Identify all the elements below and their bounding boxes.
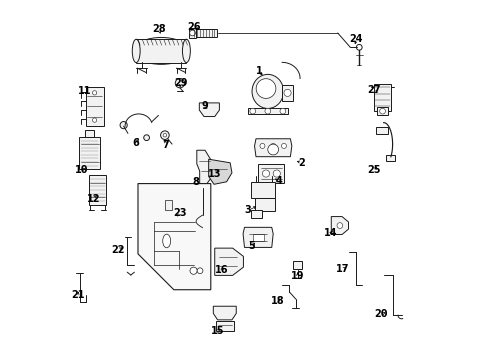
Ellipse shape [256, 79, 275, 98]
Polygon shape [215, 321, 233, 330]
Circle shape [284, 89, 290, 96]
Text: 8: 8 [192, 177, 199, 187]
Bar [386, 154, 394, 161]
Circle shape [336, 223, 342, 228]
Bar [376, 107, 387, 115]
Text: 27: 27 [366, 85, 380, 95]
Polygon shape [85, 87, 103, 126]
Text: 23: 23 [173, 208, 186, 218]
Circle shape [356, 44, 362, 50]
Text: 17: 17 [336, 264, 349, 274]
Text: 28: 28 [152, 24, 165, 35]
Bar [251, 211, 262, 219]
Circle shape [281, 143, 286, 148]
Circle shape [175, 78, 184, 88]
Text: 26: 26 [186, 22, 200, 32]
Bar [255, 198, 274, 211]
Polygon shape [214, 248, 243, 275]
Text: 21: 21 [71, 291, 84, 301]
Text: 29: 29 [174, 78, 187, 88]
Text: 3: 3 [244, 206, 251, 216]
Text: 25: 25 [367, 165, 380, 175]
Bar [79, 137, 100, 169]
Circle shape [267, 144, 278, 155]
Circle shape [143, 135, 149, 140]
Text: 24: 24 [349, 35, 363, 44]
Bar [88, 175, 106, 205]
Bar [136, 39, 186, 63]
Text: 12: 12 [87, 194, 101, 204]
Circle shape [270, 143, 275, 148]
Text: 15: 15 [210, 326, 224, 336]
Ellipse shape [132, 39, 140, 63]
Ellipse shape [133, 37, 189, 64]
Text: 20: 20 [374, 310, 387, 319]
Bar [282, 85, 292, 101]
Circle shape [264, 108, 270, 114]
Circle shape [260, 143, 264, 148]
Text: 10: 10 [75, 165, 88, 175]
Text: 4: 4 [275, 176, 282, 186]
Polygon shape [138, 184, 210, 290]
Circle shape [189, 30, 195, 36]
Text: 22: 22 [111, 245, 125, 255]
Text: 1: 1 [255, 66, 262, 76]
Circle shape [120, 122, 127, 129]
Bar [164, 200, 172, 211]
Circle shape [92, 91, 97, 95]
Text: 6: 6 [133, 139, 139, 148]
Polygon shape [199, 103, 219, 117]
Text: 7: 7 [162, 140, 169, 150]
Text: 9: 9 [201, 102, 208, 112]
Bar [252, 234, 263, 240]
Ellipse shape [251, 75, 283, 108]
Circle shape [379, 108, 385, 114]
Bar [193, 29, 216, 37]
Text: 13: 13 [208, 168, 222, 179]
Polygon shape [247, 108, 287, 114]
Bar [85, 130, 94, 137]
Polygon shape [243, 227, 273, 247]
Circle shape [280, 108, 285, 114]
Polygon shape [208, 159, 231, 184]
Text: 14: 14 [323, 228, 337, 238]
Bar [373, 84, 390, 111]
Text: 5: 5 [248, 241, 255, 251]
Circle shape [92, 118, 97, 122]
Polygon shape [196, 150, 212, 185]
Polygon shape [213, 306, 236, 320]
Bar [375, 127, 387, 134]
Text: 16: 16 [214, 265, 227, 275]
Bar [292, 261, 302, 270]
Circle shape [160, 131, 169, 139]
Bar [258, 164, 284, 183]
Bar [189, 28, 195, 38]
Circle shape [197, 268, 203, 274]
Polygon shape [254, 139, 291, 157]
Circle shape [163, 134, 166, 137]
Text: 11: 11 [78, 86, 91, 96]
Polygon shape [330, 217, 348, 234]
Text: 18: 18 [270, 296, 284, 306]
Circle shape [262, 170, 269, 177]
Text: 19: 19 [290, 271, 304, 281]
Text: 2: 2 [298, 158, 305, 168]
Circle shape [190, 267, 197, 274]
Circle shape [273, 170, 280, 177]
Bar [251, 182, 274, 198]
Ellipse shape [182, 39, 190, 63]
Ellipse shape [163, 234, 170, 248]
Circle shape [249, 108, 255, 114]
